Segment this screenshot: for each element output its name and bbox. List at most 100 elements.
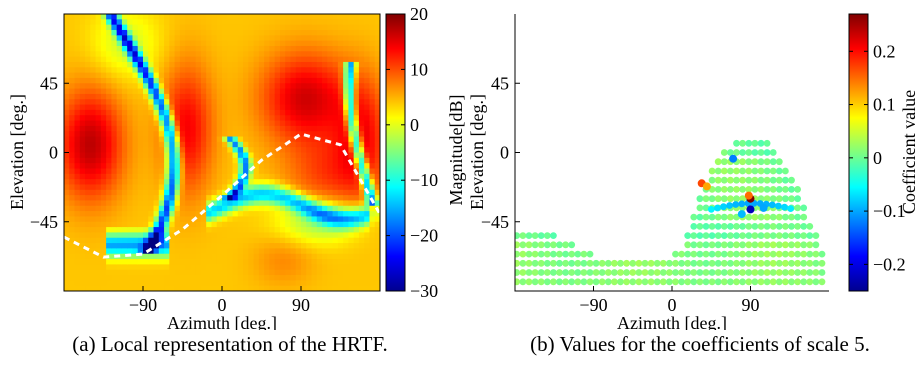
- scatter-point: [592, 259, 600, 267]
- heatmap-cell: [185, 189, 191, 196]
- heatmap-cell: [227, 269, 234, 276]
- heatmap-cell: [158, 163, 165, 170]
- heatmap-cell: [148, 72, 155, 79]
- heatmap-cell: [185, 45, 191, 52]
- heatmap-cell: [269, 88, 276, 95]
- scatter-point: [812, 278, 820, 286]
- heatmap-cell: [148, 93, 155, 100]
- heatmap-cell: [111, 93, 118, 100]
- heatmap-cell: [179, 109, 186, 116]
- heatmap-cell: [258, 141, 265, 148]
- heatmap-cell: [301, 120, 307, 127]
- heatmap-cell: [311, 14, 318, 20]
- heatmap-cell: [74, 51, 81, 58]
- heatmap-cell: [169, 253, 176, 260]
- heatmap-cell: [206, 269, 213, 276]
- heatmap-cell: [179, 136, 186, 143]
- colorbar-tick-label: 10: [410, 59, 428, 79]
- heatmap-cell: [164, 179, 170, 186]
- heatmap-cell: [306, 56, 313, 63]
- heatmap-cell: [322, 136, 328, 143]
- heatmap-cell: [348, 109, 355, 116]
- heatmap-cell: [206, 93, 213, 100]
- heatmap-cell: [358, 173, 365, 180]
- heatmap-cell: [69, 253, 76, 260]
- scatter-point: [666, 269, 673, 276]
- heatmap-cell: [90, 280, 97, 287]
- heatmap-cell: [285, 152, 292, 159]
- heatmap-cell: [106, 195, 112, 202]
- heatmap-cell: [274, 35, 281, 42]
- heatmap-cell: [179, 216, 186, 223]
- heatmap-cell: [90, 115, 97, 122]
- heatmap-cell: [169, 24, 176, 31]
- heatmap-cell: [174, 136, 181, 143]
- scatter-point: [556, 250, 563, 258]
- heatmap-cell: [264, 243, 270, 249]
- heatmap-cell: [274, 45, 281, 52]
- heatmap-cell: [179, 253, 186, 260]
- heatmap-cell: [232, 205, 239, 212]
- heatmap-cell: [227, 232, 234, 239]
- heatmap-cell: [85, 24, 91, 31]
- heatmap-cell: [127, 14, 134, 20]
- heatmap-cell: [279, 24, 286, 31]
- heatmap-cell: [311, 168, 318, 175]
- heatmap-cell: [358, 216, 365, 223]
- heatmap-cell: [143, 19, 149, 26]
- heatmap-cell: [95, 200, 102, 207]
- heatmap-cell: [121, 131, 128, 138]
- heatmap-cell: [185, 93, 191, 100]
- heatmap-cell: [164, 24, 170, 31]
- heatmap-cell: [311, 77, 318, 84]
- heatmap-cell: [232, 67, 239, 74]
- heatmap-cell: [311, 147, 318, 154]
- heatmap-cell: [174, 269, 181, 276]
- heatmap-cell: [248, 157, 255, 164]
- heatmap-cell: [222, 93, 228, 100]
- heatmap-cell: [285, 77, 292, 84]
- heatmap-cell: [237, 24, 244, 31]
- heatmap-cell: [200, 157, 207, 164]
- heatmap-cell: [337, 221, 344, 228]
- heatmap-cell: [243, 157, 249, 164]
- heatmap-cell: [179, 157, 186, 164]
- heatmap-cell: [285, 104, 292, 111]
- heatmap-cell: [206, 264, 213, 271]
- heatmap-cell: [374, 115, 380, 122]
- scatter-point: [714, 158, 722, 166]
- scatter-point: [525, 241, 533, 249]
- heatmap-cell: [164, 136, 170, 143]
- heatmap-cell: [90, 14, 97, 20]
- heatmap-cell: [179, 29, 186, 36]
- scatter-point: [763, 195, 771, 203]
- heatmap-cell: [337, 29, 344, 36]
- heatmap-cell: [227, 93, 234, 100]
- heatmap-cell: [222, 200, 228, 207]
- heatmap-cell: [121, 264, 128, 271]
- heatmap-cell: [301, 157, 307, 164]
- scatter-point: [794, 250, 801, 258]
- scatter-point: [788, 250, 795, 258]
- heatmap-cell: [258, 136, 265, 143]
- scatter-point: [580, 278, 588, 286]
- heatmap-cell: [253, 253, 260, 260]
- heatmap-cell: [121, 29, 128, 36]
- heatmap-cell: [269, 237, 276, 244]
- heatmap-cell: [79, 77, 86, 84]
- heatmap-cell: [295, 173, 302, 180]
- heatmap-cell: [358, 56, 365, 63]
- heatmap-cell: [211, 248, 218, 255]
- heatmap-cell: [322, 99, 328, 106]
- heatmap-cell: [353, 93, 360, 100]
- heatmap-cell: [306, 35, 313, 42]
- heatmap-cell: [185, 163, 191, 170]
- heatmap-cell: [190, 125, 197, 132]
- heatmap-cell: [358, 147, 365, 154]
- heatmap-cell: [116, 88, 123, 95]
- heatmap-cell: [90, 168, 97, 175]
- heatmap-cell: [274, 120, 281, 127]
- heatmap-cell: [306, 264, 313, 271]
- heatmap-cell: [148, 211, 155, 218]
- heatmap-cell: [237, 99, 244, 106]
